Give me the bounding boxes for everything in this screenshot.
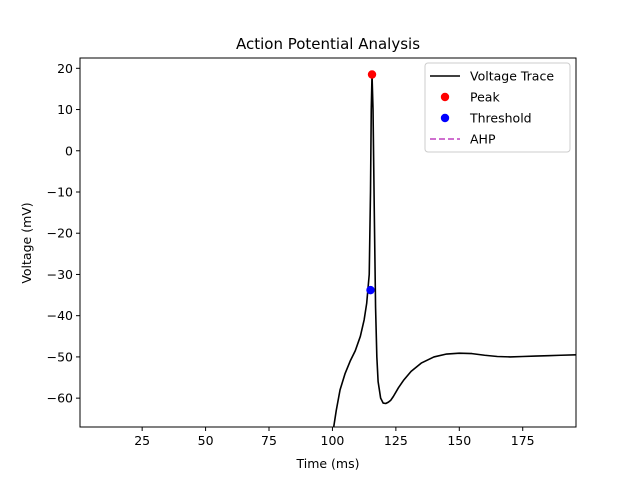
y-tick-label: −30 xyxy=(47,267,73,282)
legend-peak-swatch xyxy=(440,92,450,102)
peak-marker xyxy=(367,70,377,79)
y-tick-label: −10 xyxy=(47,184,73,199)
x-axis: 25 50 75 100 125 150 175 xyxy=(134,427,535,448)
legend-peak-label: Peak xyxy=(470,90,500,105)
x-tick-label: 175 xyxy=(511,433,535,448)
voltage-trace-line xyxy=(332,73,576,427)
threshold-marker xyxy=(366,285,375,295)
plot-frame xyxy=(79,57,577,428)
legend-ahp-label: AHP xyxy=(470,132,496,147)
y-tick-label: −40 xyxy=(47,308,73,323)
y-tick-label: 10 xyxy=(57,102,73,117)
legend-voltage-trace-label: Voltage Trace xyxy=(470,69,554,84)
y-tick-label: 20 xyxy=(57,61,73,76)
legend-threshold-label: Threshold xyxy=(469,111,532,126)
plot-area xyxy=(332,70,576,427)
x-tick-label: 50 xyxy=(198,433,214,448)
y-tick-label: −20 xyxy=(47,226,73,241)
chart-title: Action Potential Analysis xyxy=(236,35,420,53)
y-axis-label: Voltage (mV) xyxy=(19,202,34,283)
legend-frame xyxy=(424,62,571,153)
x-tick-label: 100 xyxy=(321,433,345,448)
x-tick-label: 125 xyxy=(384,433,408,448)
x-tick-label: 75 xyxy=(261,433,277,448)
x-tick-label: 25 xyxy=(134,433,150,448)
legend: Voltage Trace Peak Threshold AHP xyxy=(424,62,571,153)
x-axis-label: Time (ms) xyxy=(295,456,359,471)
y-axis: 20 10 0 −10 −20 −30 −40 −50 −60 xyxy=(47,61,80,406)
y-tick-label: −50 xyxy=(47,349,73,364)
x-tick-label: 150 xyxy=(447,433,471,448)
y-tick-label: 0 xyxy=(65,143,73,158)
legend-threshold-swatch xyxy=(440,113,450,123)
y-tick-label: −60 xyxy=(47,391,73,406)
